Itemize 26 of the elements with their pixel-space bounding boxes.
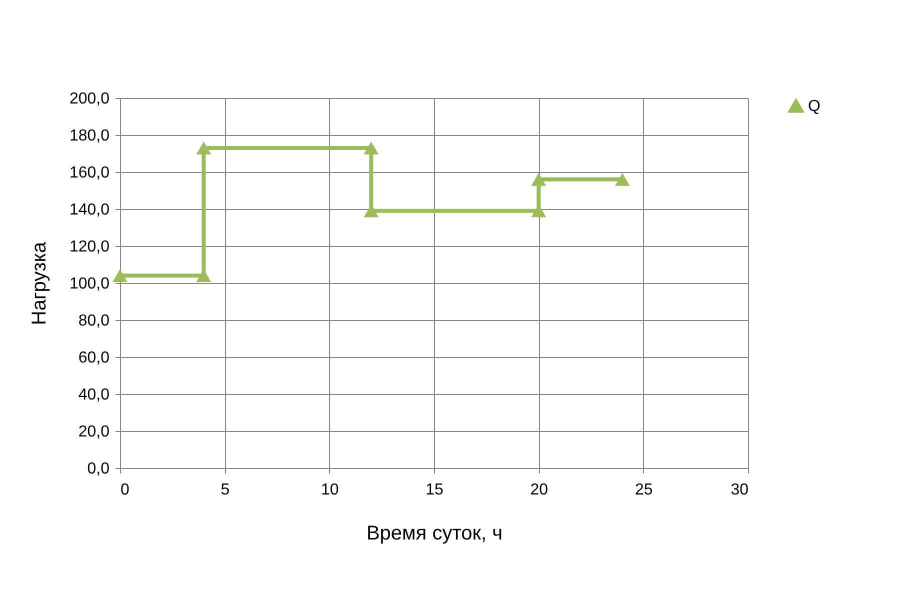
- y-tick-label: 20,0: [78, 424, 110, 440]
- y-tick-label: 160,0: [69, 164, 110, 182]
- y-tick-label: 140,0: [69, 202, 110, 218]
- x-axis-title: Время суток, ч: [366, 522, 503, 544]
- y-tick-label: 120,0: [69, 238, 110, 256]
- y-tick-label: 100,0: [69, 276, 110, 292]
- point: [196, 142, 212, 154]
- y-tick-label: 0,0: [87, 460, 110, 478]
- y-tick-label: 60,0: [78, 350, 110, 366]
- y-tick-label: 40,0: [78, 386, 110, 404]
- x-tick-label: 20: [530, 482, 548, 498]
- x-tick-label: 0: [120, 482, 130, 498]
- x-tick-label: 15: [426, 482, 444, 498]
- x-tick-label: 25: [634, 482, 653, 498]
- point: [531, 172, 546, 186]
- point: [112, 269, 128, 282]
- legend-label: Q: [808, 98, 820, 115]
- x-tick-label: 30: [730, 482, 749, 498]
- x-tick-label: 10: [320, 482, 339, 498]
- y-tick-label: 80,0: [78, 312, 110, 330]
- y-axis-title: Нагрузка: [28, 241, 50, 326]
- y-tick-label: 200,0: [69, 90, 110, 108]
- point: [614, 172, 630, 186]
- x-tick-label: 5: [220, 482, 230, 498]
- point: [364, 142, 379, 154]
- y-tick-label: 180,0: [69, 128, 110, 144]
